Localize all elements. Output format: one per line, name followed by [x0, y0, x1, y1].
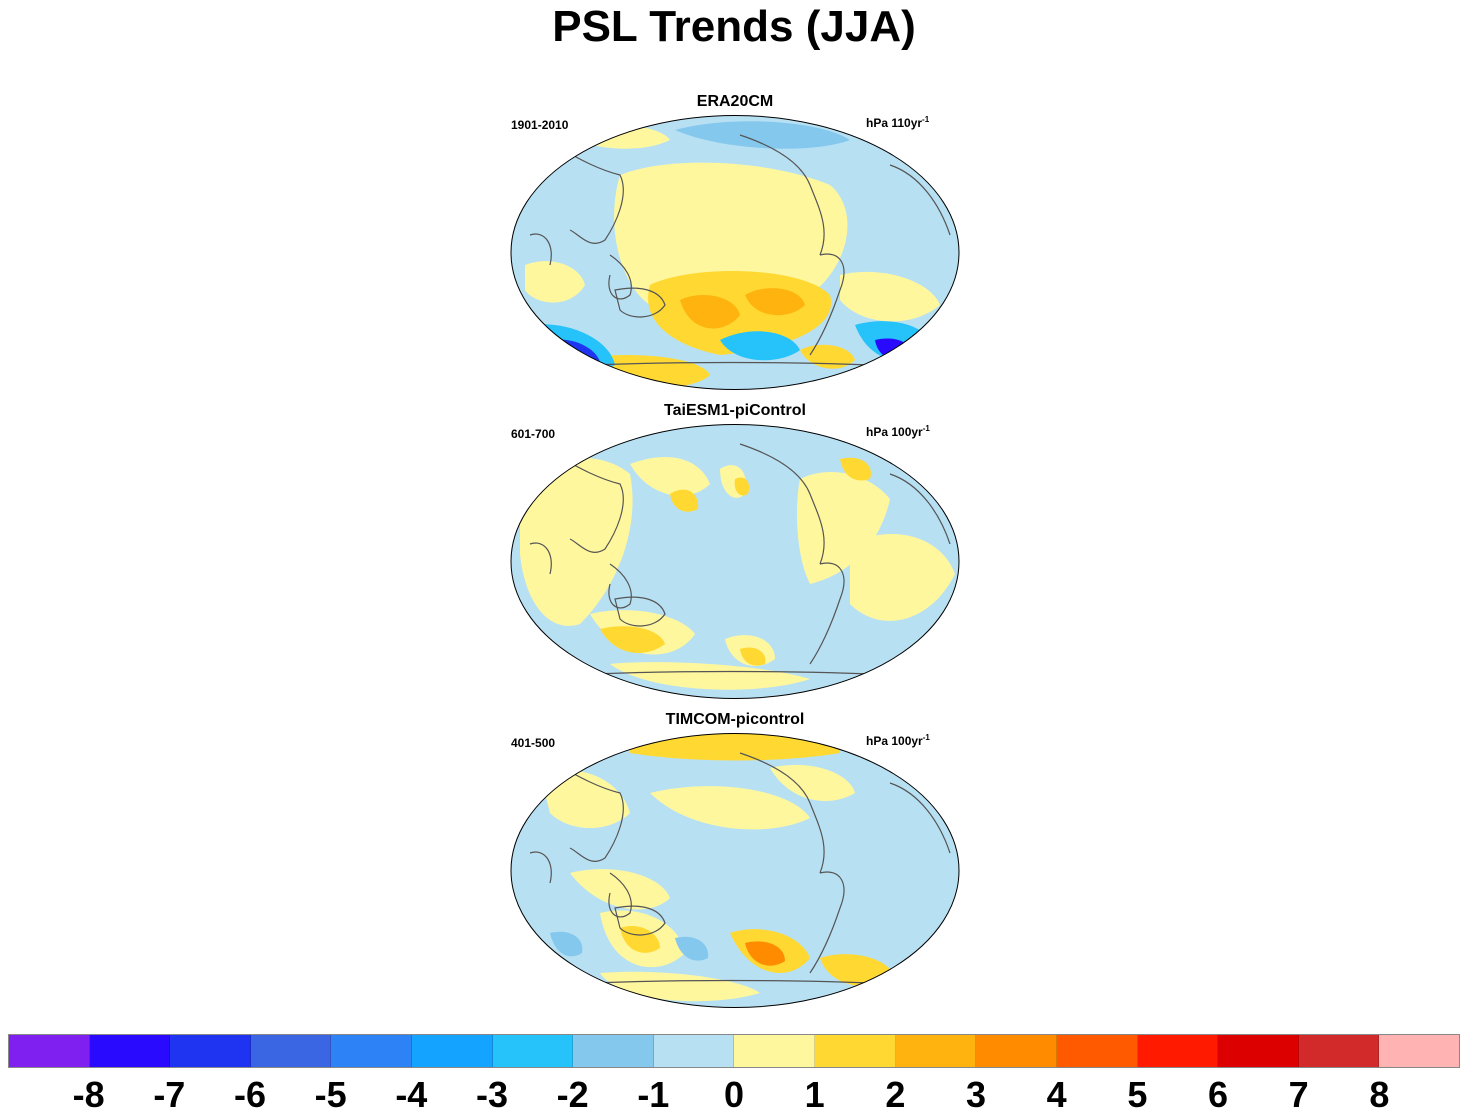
colorbar [8, 1034, 1460, 1068]
colorbar-box [1218, 1035, 1299, 1067]
colorbar-tick-label: -6 [233, 1074, 267, 1115]
colorbar-box [492, 1035, 574, 1067]
colorbar-tick-label: 3 [965, 1074, 987, 1115]
units-label: hPa 110yr-1 [866, 115, 930, 130]
colorbar-tick-label: -7 [153, 1074, 186, 1115]
colorbar-tick-label: 7 [1288, 1074, 1309, 1115]
colorbar-box [573, 1035, 654, 1067]
period-label: 1901-2010 [511, 118, 569, 132]
colorbar-box [1379, 1035, 1459, 1067]
panel-timcom-picontrol: TIMCOM-picontrol 401-500 hPa 100yr-1 [500, 711, 970, 1020]
panel-title: TaiESM1-piControl [664, 402, 806, 419]
colorbar-box [9, 1035, 90, 1067]
colorbar-tick-label: 2 [885, 1074, 906, 1115]
units-label: hPa 100yr-1 [866, 733, 930, 748]
colorbar-tick-label: -4 [395, 1074, 428, 1115]
colorbar-box [976, 1035, 1057, 1067]
panel-title: TIMCOM-picontrol [665, 711, 805, 728]
colorbar-box [1298, 1035, 1380, 1067]
colorbar-box [1056, 1035, 1138, 1067]
colorbar-box [412, 1035, 493, 1067]
colorbar-box [331, 1035, 413, 1067]
colorbar-box [170, 1035, 251, 1067]
trend-map [510, 424, 960, 699]
colorbar-box [250, 1035, 332, 1067]
colorbar-box [89, 1035, 171, 1067]
colorbar-tick-label: 1 [804, 1074, 825, 1115]
colorbar-box [1137, 1035, 1219, 1067]
colorbar-tick-label: 0 [723, 1074, 745, 1115]
colorbar-tick-label: 5 [1127, 1074, 1148, 1115]
units-label: hPa 100yr-1 [866, 424, 930, 439]
colorbar-tick-label: -2 [556, 1074, 589, 1115]
period-label: 401-500 [511, 736, 556, 750]
trend-map [510, 733, 960, 1008]
colorbar-tick-label: -8 [72, 1074, 105, 1115]
trend-map [510, 115, 960, 390]
colorbar-tick-label: 6 [1207, 1074, 1229, 1115]
period-label: 601-700 [511, 427, 556, 441]
colorbar-tick-label: -1 [637, 1074, 670, 1115]
colorbar-tick-label: 4 [1046, 1074, 1067, 1115]
figure-title: PSL Trends (JJA) [552, 2, 916, 51]
colorbar-box [653, 1035, 735, 1067]
colorbar-box [815, 1035, 896, 1067]
panel-title: ERA20CM [696, 93, 774, 110]
colorbar-tick-label: -5 [314, 1074, 347, 1115]
colorbar-tick-label: -3 [475, 1074, 509, 1115]
panel-era20cm: ERA20CM 1901-2010 hPa 110yr-1 [500, 93, 970, 402]
colorbar-box [895, 1035, 977, 1067]
colorbar-box [734, 1035, 816, 1067]
panel-taiesm1-picontrol: TaiESM1-piControl 601-700 hPa 100yr-1 [500, 402, 970, 711]
colorbar-tick-label: 8 [1369, 1074, 1390, 1115]
